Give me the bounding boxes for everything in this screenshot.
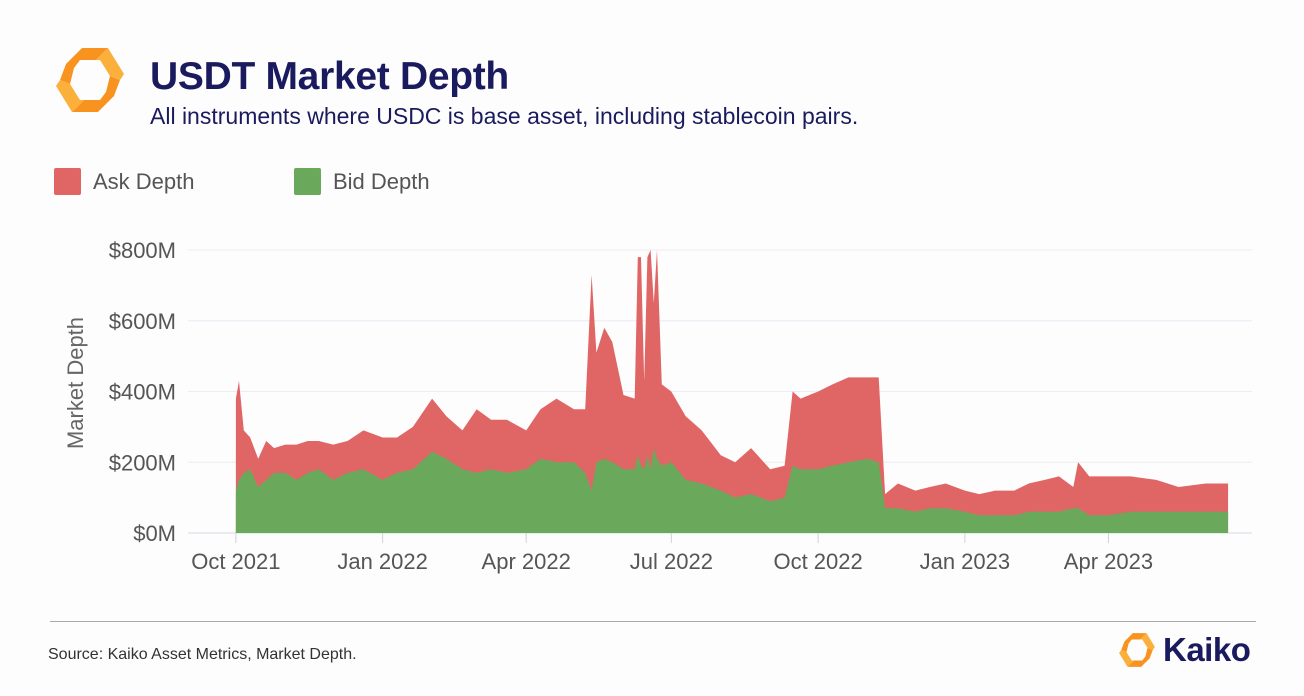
y-tick-label: $600M: [109, 309, 176, 334]
x-tick-label: Jul 2022: [630, 549, 713, 574]
legend-item-ask[interactable]: Ask Depth: [54, 168, 195, 195]
y-tick-label: $800M: [109, 238, 176, 263]
x-tick-label: Oct 2022: [773, 549, 862, 574]
legend: Ask Depth Bid Depth: [0, 168, 600, 198]
legend-label-bid: Bid Depth: [333, 168, 430, 194]
series-areas: [235, 250, 1229, 533]
x-tick-label: Jan 2022: [337, 549, 428, 574]
ask-depth-area: [235, 250, 1229, 533]
bid-depth-area: [235, 448, 1229, 533]
kaiko-mark-icon: [1119, 633, 1155, 667]
legend-item-bid[interactable]: Bid Depth: [294, 168, 430, 195]
brand-name: Kaiko: [1163, 631, 1251, 668]
y-tick-label: $0M: [133, 521, 176, 546]
x-tick-label: Apr 2022: [482, 549, 571, 574]
y-tick-label: $200M: [109, 450, 176, 475]
footer-divider: [50, 621, 1256, 622]
kaiko-logo-icon: [56, 48, 124, 112]
y-tick-labels: $0M $200M $400M $600M $800M: [109, 238, 176, 546]
chart-title: USDT Market Depth: [150, 55, 509, 98]
x-tick-label: Jan 2023: [920, 549, 1011, 574]
x-tick-labels: Oct 2021 Jan 2022 Apr 2022 Jul 2022 Oct 2022…: [191, 533, 1153, 574]
x-tick-label: Oct 2021: [191, 549, 280, 574]
chart-canvas: $0M $200M $400M $600M $800M Oct 2021 Jan 2022…: [109, 238, 1252, 574]
brand-logo: Kaiko: [1117, 631, 1251, 669]
legend-swatch-bid: [294, 168, 321, 195]
x-tick-label: Apr 2023: [1064, 549, 1153, 574]
chart-subtitle: All instruments where USDC is base asset…: [150, 103, 859, 129]
legend-label-ask: Ask Depth: [93, 168, 195, 194]
source-note: Source: Kaiko Asset Metrics, Market Dept…: [48, 646, 357, 663]
legend-swatch-ask: [54, 168, 81, 195]
y-tick-label: $400M: [109, 380, 176, 405]
